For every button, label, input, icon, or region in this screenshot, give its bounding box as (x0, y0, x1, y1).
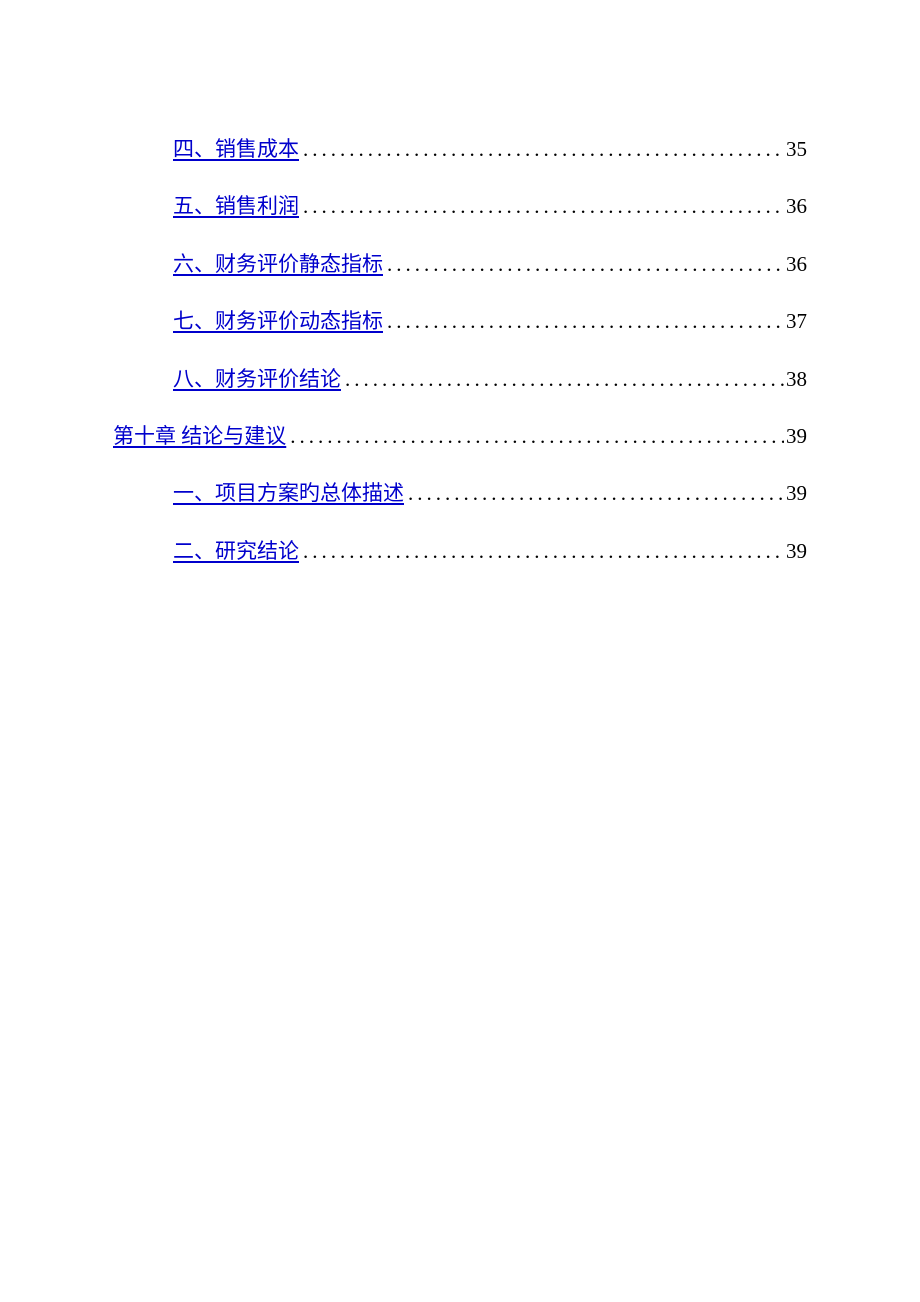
toc-leader (404, 479, 784, 508)
toc-link[interactable]: 第十章 结论与建议 (113, 422, 286, 451)
toc-link[interactable]: 四、销售成本 (173, 135, 299, 164)
toc-link[interactable]: 五、销售利润 (173, 192, 299, 221)
toc-page-number: 37 (784, 307, 807, 336)
toc-entry: 四、销售成本 35 (113, 135, 807, 164)
toc-page-number: 36 (784, 250, 807, 279)
toc-leader (286, 422, 784, 451)
toc-entry-chapter: 第十章 结论与建议 39 (113, 422, 807, 451)
toc-leader (299, 192, 784, 221)
toc-page-number: 36 (784, 192, 807, 221)
toc-container: 四、销售成本 35 五、销售利润 36 六、财务评价静态指标 36 七、财务评价… (0, 0, 920, 566)
toc-entry: 二、研究结论 39 (113, 537, 807, 566)
toc-leader (299, 135, 784, 164)
toc-entry: 七、财务评价动态指标 37 (113, 307, 807, 336)
toc-link[interactable]: 六、财务评价静态指标 (173, 250, 383, 279)
toc-page-number: 39 (784, 479, 807, 508)
toc-link[interactable]: 七、财务评价动态指标 (173, 307, 383, 336)
toc-page-number: 39 (784, 537, 807, 566)
toc-entry: 八、财务评价结论 38 (113, 365, 807, 394)
toc-entry: 一、项目方案旳总体描述 39 (113, 479, 807, 508)
toc-leader (299, 537, 784, 566)
toc-page-number: 38 (784, 365, 807, 394)
toc-link[interactable]: 二、研究结论 (173, 537, 299, 566)
toc-leader (341, 365, 784, 394)
toc-page-number: 39 (784, 422, 807, 451)
toc-link[interactable]: 八、财务评价结论 (173, 365, 341, 394)
toc-entry: 五、销售利润 36 (113, 192, 807, 221)
toc-leader (383, 307, 784, 336)
toc-link[interactable]: 一、项目方案旳总体描述 (173, 479, 404, 508)
toc-entry: 六、财务评价静态指标 36 (113, 250, 807, 279)
toc-page-number: 35 (784, 135, 807, 164)
toc-leader (383, 250, 784, 279)
